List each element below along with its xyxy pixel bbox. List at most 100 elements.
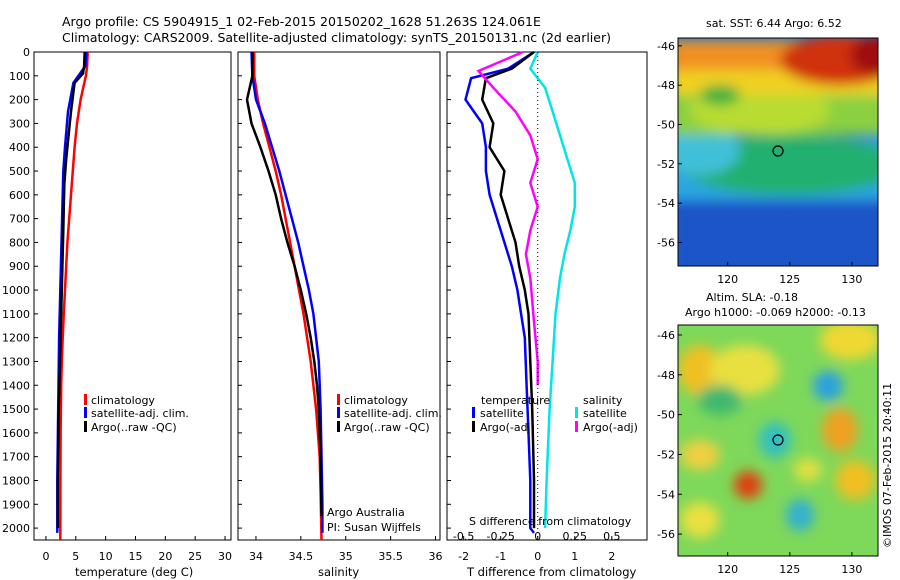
x-tick-label: 0	[42, 550, 49, 563]
x-tick-label: 2	[608, 550, 615, 563]
map-y-tick-label: -56	[657, 528, 675, 541]
series-line-satellite	[464, 50, 535, 534]
s-tick-label: -0.25	[486, 530, 514, 543]
map-y-tick-label: -46	[657, 40, 675, 53]
map-y-tick-label: -46	[657, 329, 675, 342]
sst-map-title: sat. SST: 6.44 Argo: 6.52	[706, 17, 842, 30]
depth-tick-label: 1100	[2, 308, 30, 321]
depth-tick-label: 100	[9, 70, 30, 83]
map-y-tick-label: -50	[657, 409, 675, 422]
series-line-argo	[56, 51, 86, 529]
legend-sal-argo: Argo(-adj)	[583, 421, 638, 434]
s-difference-title: S difference from climatology	[469, 515, 632, 528]
depth-tick-label: 0	[23, 46, 30, 59]
map-x-tick-label: 130	[841, 563, 862, 576]
legend-sal-satellite: satellite	[583, 407, 627, 420]
salinity-xlabel: salinity	[318, 565, 359, 579]
depth-tick-label: 1300	[2, 355, 30, 368]
x-tick-label: 0	[534, 550, 541, 563]
sla-map-title2: Argo h1000: -0.069 h2000: -0.13	[685, 306, 866, 319]
legend-swatch-temp-argo	[472, 421, 475, 432]
legend-swatch-argo	[84, 421, 87, 432]
x-tick-label: -2	[458, 550, 469, 563]
credit-pi: PI: Susan Wijffels	[327, 521, 421, 534]
legend-temp-argo: Argo(-adj)	[480, 421, 535, 434]
legend-satellite: satellite-adj. clim.	[91, 407, 189, 420]
difference-panel	[446, 51, 648, 541]
x-tick-label: 30	[218, 550, 232, 563]
header-line1: Argo profile: CS 5904915_1 02-Feb-2015 2…	[62, 14, 541, 29]
argo-float-marker	[772, 434, 784, 446]
map-x-tick-label: 125	[779, 563, 800, 576]
legend-swatch-climatology	[84, 394, 87, 405]
series-line-sal_argo	[476, 50, 540, 386]
depth-tick-label: 500	[9, 165, 30, 178]
legend-climatology: climatology	[344, 394, 408, 407]
legend-argo: Argo(..raw -QC)	[344, 421, 430, 434]
depth-tick-label: 1500	[2, 403, 30, 416]
x-tick-label: 34.5	[289, 550, 314, 563]
sst-map-frame	[677, 37, 879, 267]
depth-tick-label: 400	[9, 141, 30, 154]
depth-tick-label: 200	[9, 94, 30, 107]
depth-tick-label: 1600	[2, 427, 30, 440]
s-tick-label: 0.25	[563, 530, 588, 543]
temperature-legend: climatology satellite-adj. clim. Argo(..…	[84, 394, 189, 434]
s-tick-label: -0.5	[453, 530, 474, 543]
depth-tick-label: 300	[9, 117, 30, 130]
map-y-tick-label: -52	[657, 158, 675, 171]
x-tick-label: 15	[128, 550, 142, 563]
argo-float-marker	[772, 145, 784, 157]
x-tick-label: 34	[249, 550, 263, 563]
imos-credit: ©IMOS 07-Feb-2015 20:40:11	[881, 383, 894, 548]
map-axes: 120 125 130 -46 -48 -50 -52 -54 -56 120 125 130 -46 -…	[657, 40, 862, 576]
difference-legend: temperature salinity satellite Argo(-adj…	[472, 394, 638, 434]
map-y-tick-label: -54	[657, 197, 675, 210]
depth-axis: 0 100 200 300 400 500 600 700 800 900 1000 1100 1200…	[2, 46, 451, 535]
x-tick-label: 35.5	[378, 550, 403, 563]
header-line2: Climatology: CARS2009. Satellite-adjuste…	[62, 30, 611, 45]
series-line-climatology	[59, 51, 89, 541]
x-tick-label: 5	[72, 550, 79, 563]
legend-satellite: satellite-adj. clim.	[344, 407, 442, 420]
depth-tick-label: 700	[9, 213, 30, 226]
map-x-tick-label: 130	[841, 273, 862, 286]
salinity-lines	[245, 51, 324, 541]
depth-tick-label: 1200	[2, 332, 30, 345]
s-tick-label: 0.5	[603, 530, 621, 543]
map-y-tick-label: -50	[657, 118, 675, 131]
depth-tick-label: 600	[9, 189, 30, 202]
sst-map	[678, 38, 878, 266]
legend-salinity-heading: salinity	[583, 394, 623, 407]
legend-swatch-argo	[337, 421, 340, 432]
legend-temp-satellite: satellite	[480, 407, 524, 420]
map-y-tick-label: -48	[657, 369, 675, 382]
map-x-tick-label: 120	[717, 563, 738, 576]
x-axes: 0 5 10 15 20 25 30 34 34.5 35 35.5 36 -2 -1 0 1 2 -0.5 -0.…	[42, 530, 620, 563]
depth-tick-label: 1000	[2, 284, 30, 297]
x-tick-label: 20	[158, 550, 172, 563]
depth-tick-label: 1800	[2, 474, 30, 487]
s-tick-label: 0	[534, 530, 541, 543]
x-tick-label: 25	[188, 550, 202, 563]
depth-tick-label: 900	[9, 260, 30, 273]
legend-swatch-satellite	[337, 407, 340, 418]
legend-argo: Argo(..raw -QC)	[91, 421, 177, 434]
legend-swatch-climatology	[337, 394, 340, 405]
x-tick-label: 1	[571, 550, 578, 563]
map-y-tick-label: -48	[657, 79, 675, 92]
credit-argo-australia: Argo Australia	[327, 506, 405, 519]
temperature-lines	[56, 51, 89, 541]
map-y-tick-label: -54	[657, 488, 675, 501]
series-line-argo	[245, 52, 323, 517]
difference-xlabel: T difference from climatology	[466, 565, 637, 579]
x-tick-label: 36	[429, 550, 443, 563]
difference-lines	[464, 50, 577, 540]
depth-tick-label: 1900	[2, 498, 30, 511]
legend-climatology: climatology	[91, 394, 155, 407]
series-line-sal_satellite	[528, 51, 577, 529]
temperature-xlabel: temperature (deg C)	[75, 565, 193, 579]
temperature-panel	[33, 51, 232, 541]
legend-swatch-sal-argo	[575, 421, 578, 432]
